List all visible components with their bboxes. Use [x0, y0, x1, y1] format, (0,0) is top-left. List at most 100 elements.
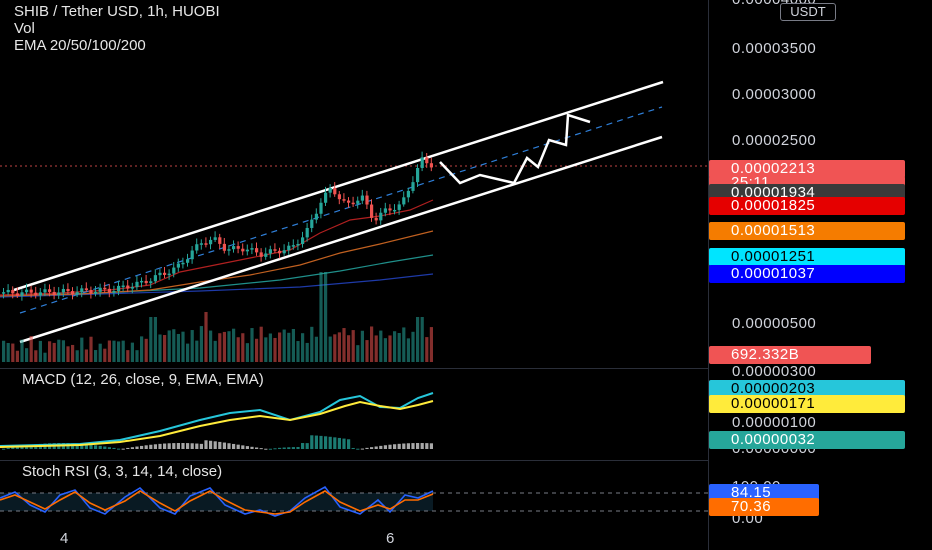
macd-legend[interactable]: MACD (12, 26, close, 9, EMA, EMA)	[22, 371, 264, 388]
candle-body	[374, 217, 378, 221]
currency-button[interactable]: USDT	[780, 3, 836, 21]
candle-body	[282, 250, 286, 254]
candle-body	[222, 243, 226, 251]
candle-body	[420, 157, 424, 168]
candle-body	[314, 213, 318, 220]
candle-body	[425, 157, 429, 164]
pane-separator-stoch[interactable]	[0, 460, 708, 461]
candle-body	[213, 237, 217, 240]
signal-badge: 0.00000171	[709, 395, 905, 413]
volume-bar	[80, 337, 84, 362]
macd-histogram-bar	[167, 443, 171, 449]
macd-histogram-bar	[296, 447, 300, 449]
volume-bar	[181, 331, 185, 362]
macd-histogram-bar	[94, 445, 98, 449]
macd-histogram-bar	[250, 446, 254, 449]
macd-histogram-bar	[360, 448, 364, 450]
ema200-blue-badge: 0.00001037	[709, 265, 905, 283]
macd-histogram-bar	[149, 444, 153, 449]
stoch-legend[interactable]: Stoch RSI (3, 3, 14, 14, close)	[22, 463, 223, 480]
macd-histogram-bar	[314, 435, 318, 449]
volume-bar	[48, 341, 52, 362]
volume-bar	[2, 340, 6, 362]
macd-histogram-bar	[204, 440, 208, 449]
candle-body	[25, 289, 29, 293]
candle-body	[190, 250, 194, 260]
macd-histogram-bar	[6, 447, 10, 449]
candle-body	[195, 244, 199, 251]
time-axis-label: 4	[60, 530, 69, 547]
candle-body	[259, 252, 263, 257]
symbol-legend[interactable]: SHIB / Tether USD, 1h, HUOBI	[14, 3, 220, 20]
ema-legend[interactable]: EMA 20/50/100/200	[14, 37, 146, 54]
volume-bar	[112, 340, 116, 362]
volume-bar	[287, 332, 291, 362]
volume-bar	[227, 331, 231, 362]
volume-bar	[89, 336, 93, 362]
histogram-badge: 0.00000032	[709, 431, 905, 449]
candle-body	[80, 288, 84, 293]
candle-body	[117, 285, 121, 292]
candle-body	[199, 243, 203, 245]
macd-histogram-bar	[383, 445, 387, 449]
volume-bar	[393, 331, 397, 362]
volume-bar	[121, 340, 125, 362]
volume-bar	[107, 340, 111, 362]
macd-histogram-bar	[282, 447, 286, 449]
candle-body	[2, 292, 6, 294]
volume-bar	[52, 342, 56, 362]
volume-bar	[406, 338, 410, 362]
stoch-band	[0, 493, 433, 511]
macd-histogram-bar	[351, 447, 355, 449]
volume-bar	[305, 342, 309, 362]
volume-bar	[75, 350, 79, 362]
macd-histogram-bar	[84, 444, 88, 449]
ema50-badge: 0.00001825	[709, 197, 905, 215]
candle-body	[342, 199, 346, 201]
candle-body	[112, 291, 116, 293]
volume-legend[interactable]: Vol	[14, 20, 35, 37]
macd-axis-tick-top: 0.00000300	[732, 363, 817, 380]
volume-bar	[61, 340, 65, 362]
price-axis[interactable]	[708, 0, 932, 550]
channel-upper-line[interactable]	[13, 80, 664, 292]
candle-body	[66, 288, 70, 292]
channel-lower-line[interactable]	[19, 135, 663, 344]
volume-bar	[360, 330, 364, 362]
candle-body	[163, 272, 167, 275]
macd-histogram-bar	[406, 443, 410, 449]
volume-bar	[314, 336, 318, 362]
axis-tick: 0.00003000	[732, 86, 817, 103]
candle-body	[84, 288, 88, 290]
candle-body	[227, 249, 231, 251]
candle-body	[204, 243, 208, 245]
volume-bar	[94, 350, 98, 362]
volume-bar	[71, 344, 75, 362]
projection-path[interactable]	[439, 113, 591, 185]
candle-body	[103, 287, 107, 290]
volume-bar	[199, 326, 203, 362]
volume-bar	[250, 328, 254, 362]
candle-body	[241, 248, 245, 252]
candle-body	[388, 208, 392, 211]
macd-histogram-bar	[98, 445, 102, 449]
volume-bar	[278, 332, 282, 362]
volume-bar	[11, 343, 15, 362]
volume-bar	[222, 331, 226, 362]
volume-bar	[388, 335, 392, 362]
pane-separator-macd[interactable]	[0, 368, 708, 369]
volume-bar	[126, 350, 130, 362]
volume-bar	[425, 337, 429, 362]
volume-bar	[38, 340, 42, 362]
stoch-k-badge: 84.15	[709, 484, 819, 502]
candle-body	[365, 195, 369, 205]
candle-body	[57, 292, 61, 296]
volume-bar	[218, 333, 222, 362]
volume-bar	[167, 330, 171, 362]
candle-body	[310, 219, 314, 228]
candle-body	[383, 208, 387, 213]
volume-bar	[291, 329, 295, 362]
volume-bar	[176, 333, 180, 362]
macd-histogram-bar	[130, 447, 134, 449]
